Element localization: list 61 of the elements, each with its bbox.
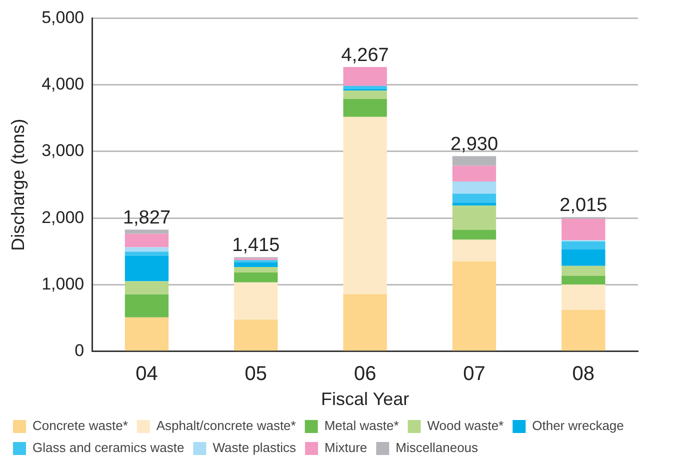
legend-label: Miscellaneous [396, 440, 479, 456]
legend-label: Waste plastics [212, 440, 297, 456]
legend-label: Wood waste* [427, 418, 504, 434]
x-tick-label: 06 [354, 362, 376, 385]
bar [562, 310, 606, 351]
y-tick-label: 2,000 [42, 208, 84, 227]
bar [452, 206, 496, 230]
y-tick-label: 1,000 [42, 274, 84, 294]
legend-label: Other wreckage [532, 418, 624, 434]
bar [562, 284, 606, 310]
bar [452, 262, 496, 351]
bar [452, 240, 496, 262]
bar [562, 241, 606, 250]
bar [124, 281, 169, 294]
legend-label: Glass and ceramics waste [32, 440, 184, 456]
bar [343, 90, 387, 99]
legend-label: Metal waste* [324, 418, 399, 434]
bar [343, 98, 387, 117]
bar [452, 156, 496, 166]
legend-label: Asphalt/concrete waste* [156, 418, 296, 434]
bar [452, 202, 496, 206]
total-label: 2,930 [450, 134, 498, 155]
bar [124, 234, 169, 248]
bar [562, 266, 606, 276]
bar [562, 249, 606, 266]
x-axis-title: Fiscal Year [321, 389, 410, 410]
legend-label: Mixture [324, 440, 368, 456]
bar [234, 267, 278, 272]
x-tick-label: 07 [463, 362, 486, 385]
bar [562, 276, 606, 285]
total-label: 1,827 [122, 207, 170, 228]
y-tick-label: 3,000 [42, 141, 84, 160]
bar [452, 230, 496, 240]
y-tick-label: 4,000 [42, 74, 84, 94]
bar [452, 194, 496, 203]
bar [343, 116, 387, 294]
legend-label: Concrete waste* [32, 418, 128, 434]
y-tick-label: 5,000 [42, 8, 84, 27]
x-tick-label: 08 [572, 362, 595, 385]
bar [234, 272, 278, 282]
bar [234, 320, 278, 351]
bar [124, 252, 169, 256]
bar [343, 294, 387, 351]
total-label: 1,415 [232, 234, 280, 256]
bar [124, 230, 169, 234]
total-label: 4,267 [341, 44, 389, 66]
x-tick-label: 05 [244, 362, 268, 385]
bar [343, 67, 387, 86]
bar [124, 317, 169, 351]
y-axis-title: Discharge (tons) [8, 118, 28, 251]
y-tick-label: 0 [74, 341, 84, 360]
total-label: 2,015 [560, 194, 608, 216]
bar [452, 166, 496, 182]
x-tick-label: 04 [136, 362, 158, 385]
bar [124, 247, 169, 252]
bar [124, 256, 169, 282]
bar [452, 182, 496, 194]
bar [234, 262, 278, 268]
bar [124, 294, 169, 318]
bar [562, 218, 606, 240]
bar [234, 282, 278, 320]
